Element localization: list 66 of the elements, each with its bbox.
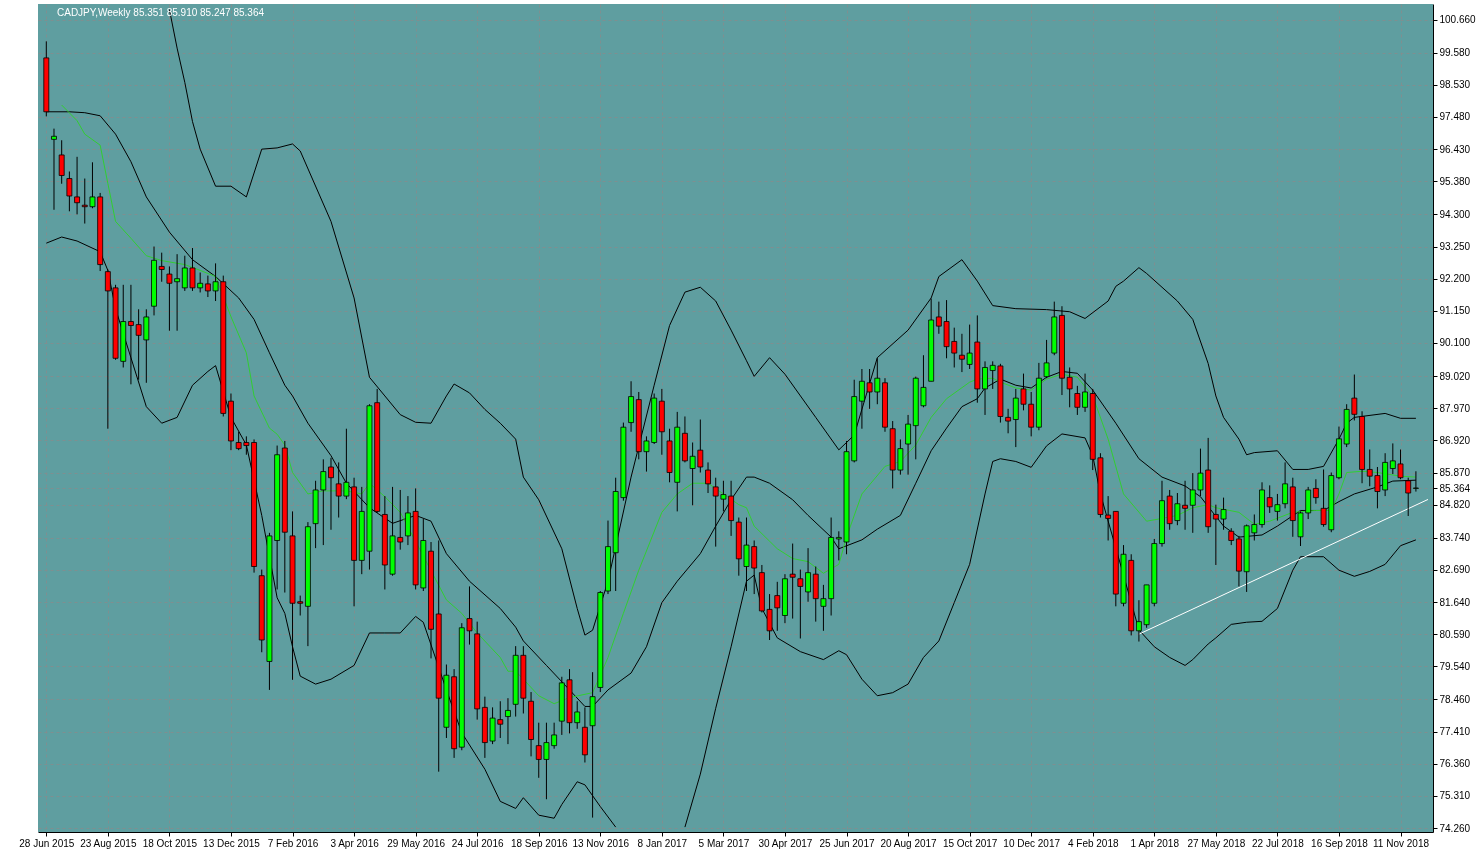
y-tick-label: 100.660 bbox=[1439, 14, 1477, 26]
y-tick-label: 81.640 bbox=[1439, 596, 1471, 608]
x-tick-label: 25 Jun 2017 bbox=[819, 837, 875, 849]
x-tick-label: 1 Apr 2018 bbox=[1130, 837, 1180, 849]
candlestick bbox=[789, 543, 796, 620]
y-tick-label: 91.150 bbox=[1439, 305, 1471, 317]
y-tick-label: 80.590 bbox=[1439, 628, 1471, 640]
y-tick-label: 83.740 bbox=[1439, 532, 1471, 544]
x-tick-label: 24 Jul 2016 bbox=[451, 837, 504, 849]
y-tick-label: 77.410 bbox=[1439, 726, 1471, 738]
y-tick-label: 90.100 bbox=[1439, 337, 1471, 349]
y-tick-label: 76.360 bbox=[1439, 758, 1471, 770]
x-tick-label: 4 Feb 2018 bbox=[1067, 837, 1119, 849]
y-tick-label: 79.540 bbox=[1439, 660, 1471, 672]
x-tick-label: 11 Nov 2018 bbox=[1373, 837, 1430, 849]
y-tick-label: 93.250 bbox=[1439, 241, 1471, 253]
candlestick bbox=[1066, 366, 1073, 408]
y-tick-label: 78.460 bbox=[1439, 693, 1471, 705]
candlestick bbox=[774, 581, 781, 632]
candlestick bbox=[158, 252, 165, 283]
candlestick bbox=[1405, 477, 1412, 517]
candlestick bbox=[1282, 461, 1288, 509]
y-tick-label: 92.200 bbox=[1439, 273, 1471, 285]
x-tick-label: 27 May 2018 bbox=[1187, 837, 1246, 849]
y-tick-label: 97.480 bbox=[1439, 111, 1471, 123]
candlestick bbox=[505, 697, 511, 745]
candlestick bbox=[982, 360, 988, 416]
x-tick-label: 22 Jul 2018 bbox=[1252, 837, 1305, 849]
x-tick-label: 30 Apr 2017 bbox=[758, 837, 813, 849]
x-tick-label: 23 Aug 2015 bbox=[80, 837, 137, 849]
x-tick-label: 10 Dec 2017 bbox=[1003, 837, 1061, 849]
candlestick bbox=[58, 139, 65, 185]
candlestick bbox=[328, 457, 334, 531]
y-tick-label: 82.690 bbox=[1439, 564, 1471, 576]
x-tick-label: 7 Feb 2016 bbox=[267, 837, 319, 849]
y-tick-label: 86.920 bbox=[1439, 434, 1471, 446]
x-tick-label: 20 Aug 2017 bbox=[880, 837, 938, 849]
x-tick-label: 16 Sep 2018 bbox=[1311, 837, 1369, 849]
y-tick-label: 87.970 bbox=[1439, 402, 1471, 414]
candlestick bbox=[1043, 339, 1050, 379]
x-tick-label: 18 Sep 2016 bbox=[510, 837, 569, 849]
x-tick-label: 13 Nov 2016 bbox=[572, 837, 630, 849]
candlestick bbox=[51, 128, 57, 211]
y-tick-label: 96.430 bbox=[1439, 143, 1471, 155]
y-tick-label: 85.870 bbox=[1439, 467, 1471, 479]
candlestick bbox=[905, 414, 911, 476]
x-tick-label: 28 Jun 2015 bbox=[19, 837, 75, 849]
x-tick-label: 8 Jan 2017 bbox=[637, 837, 688, 849]
x-tick-label: 13 Dec 2015 bbox=[203, 837, 261, 849]
y-tick-label: 89.020 bbox=[1439, 370, 1471, 382]
x-tick-label: 5 Mar 2017 bbox=[698, 837, 750, 849]
y-tick-label: 94.300 bbox=[1439, 208, 1471, 220]
candlestick bbox=[1312, 478, 1319, 505]
candlestick bbox=[705, 461, 711, 494]
y-tick-label: 99.580 bbox=[1439, 47, 1471, 59]
x-tick-label: 3 Apr 2016 bbox=[330, 837, 380, 849]
x-tick-label: 15 Oct 2017 bbox=[942, 837, 998, 849]
x-tick-label: 18 Oct 2015 bbox=[142, 837, 198, 849]
y-tick-label: 74.260 bbox=[1439, 822, 1471, 834]
x-tick-label: 29 May 2016 bbox=[387, 837, 446, 849]
candlestick bbox=[1005, 408, 1011, 434]
y-tick-label: 98.530 bbox=[1439, 79, 1471, 91]
y-tick-label: 84.820 bbox=[1439, 499, 1471, 511]
y-tick-label: 85.364 bbox=[1439, 482, 1471, 494]
y-tick-label: 75.310 bbox=[1439, 790, 1471, 802]
y-tick-label: 95.380 bbox=[1439, 175, 1471, 187]
